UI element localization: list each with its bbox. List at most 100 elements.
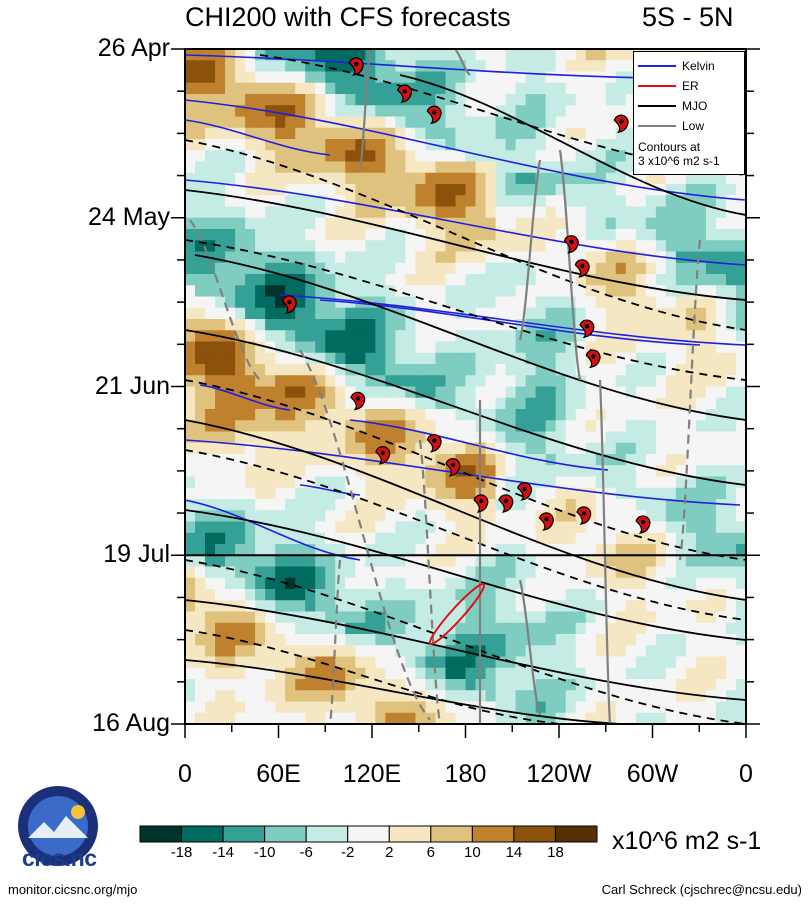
heat-cell — [505, 240, 517, 253]
tropical-cyclone-eye — [354, 61, 359, 67]
tropical-cyclone-icon — [576, 506, 592, 525]
heat-cell — [495, 94, 507, 106]
heat-cell — [615, 487, 627, 500]
heat-cell — [265, 577, 276, 590]
colorbar-swatch — [430, 825, 473, 843]
heat-cell — [615, 49, 627, 61]
heat-cell — [475, 206, 487, 219]
footer-url: monitor.cicsnc.org/mjo — [8, 882, 138, 897]
heat-cell — [395, 330, 406, 343]
heat-cell — [705, 544, 717, 556]
heat-cell — [255, 656, 266, 669]
kelvin-contour — [185, 54, 651, 79]
heat-cell — [315, 307, 326, 320]
heat-cell — [655, 319, 667, 331]
heat-cell — [515, 712, 527, 724]
heat-cell — [615, 94, 627, 106]
heat-cell — [495, 274, 507, 286]
heat-cell — [575, 521, 587, 534]
heat-cell — [295, 690, 306, 703]
heat-cell — [735, 240, 746, 253]
heat-cell — [215, 274, 226, 286]
heat-cell — [285, 701, 296, 714]
heat-cell — [335, 82, 346, 95]
heat-cell — [495, 487, 507, 500]
heat-cell — [235, 499, 246, 511]
heat-cell — [695, 409, 707, 421]
heat-cell — [275, 307, 286, 320]
heat-cell — [655, 487, 667, 500]
heat-cell — [265, 206, 276, 219]
heat-cell — [725, 510, 737, 523]
heat-cell — [295, 487, 306, 500]
heat-cell — [625, 544, 637, 556]
heat-cell — [565, 251, 577, 264]
heat-cell — [715, 690, 727, 703]
heat-cell — [655, 206, 667, 219]
heat-cell — [345, 476, 356, 489]
heat-cell — [585, 195, 597, 208]
heat-cell — [555, 105, 567, 118]
heat-cell — [615, 251, 627, 264]
heat-cell — [225, 397, 236, 410]
heat-cell — [295, 240, 306, 253]
heat-cell — [635, 634, 647, 646]
heat-cell — [595, 139, 607, 151]
heat-cell — [245, 307, 256, 320]
heat-cell — [725, 487, 737, 500]
heat-cell — [695, 465, 707, 478]
heat-cell — [645, 285, 657, 298]
heat-cell — [735, 420, 746, 433]
heat-cell — [225, 701, 236, 714]
heat-cell — [655, 285, 667, 298]
heat-cell — [405, 544, 417, 556]
heat-cell — [605, 409, 617, 421]
heat-cell — [205, 285, 216, 298]
heat-cell — [405, 487, 417, 500]
heat-cell — [325, 94, 336, 106]
heat-cell — [265, 476, 276, 489]
heat-cell — [705, 667, 717, 680]
heat-cell — [295, 397, 306, 410]
heat-cell — [235, 195, 246, 208]
heat-cell — [445, 712, 457, 724]
heat-cell — [185, 217, 196, 230]
heat-cell — [665, 544, 677, 556]
heat-cell — [225, 319, 236, 331]
heat-cell — [485, 544, 497, 556]
heat-cell — [255, 420, 266, 433]
heat-cell — [725, 656, 737, 669]
heat-cell — [385, 667, 396, 680]
heat-cell — [525, 476, 537, 489]
heat-cell — [625, 206, 637, 219]
heat-cell — [575, 330, 587, 343]
heat-cell — [305, 307, 316, 320]
heat-cell — [625, 217, 637, 230]
heat-cell — [235, 712, 246, 724]
heat-cell — [625, 184, 637, 196]
heat-cell — [675, 262, 687, 275]
heat-cell — [735, 521, 746, 534]
heat-cell — [565, 544, 577, 556]
heat-cell — [675, 712, 687, 724]
heat-cell — [735, 172, 746, 185]
heat-cell — [565, 60, 577, 73]
heat-cell — [345, 341, 356, 354]
heat-cell — [345, 251, 356, 264]
legend-note-line1: Contours at — [638, 140, 701, 154]
heat-cell — [405, 690, 417, 703]
heat-cell — [385, 82, 396, 95]
heat-cell — [395, 397, 406, 410]
heat-cell — [215, 600, 226, 613]
heat-cell — [355, 510, 366, 523]
heat-cell — [395, 127, 406, 140]
heat-cell — [695, 307, 707, 320]
heat-cell — [205, 386, 216, 399]
heat-cell — [375, 634, 386, 646]
heat-cell — [395, 285, 406, 298]
heat-cell — [695, 420, 707, 433]
heat-cell — [425, 476, 437, 489]
heat-cell — [585, 600, 597, 613]
heat-cell — [415, 532, 427, 545]
heat-cell — [645, 566, 657, 579]
